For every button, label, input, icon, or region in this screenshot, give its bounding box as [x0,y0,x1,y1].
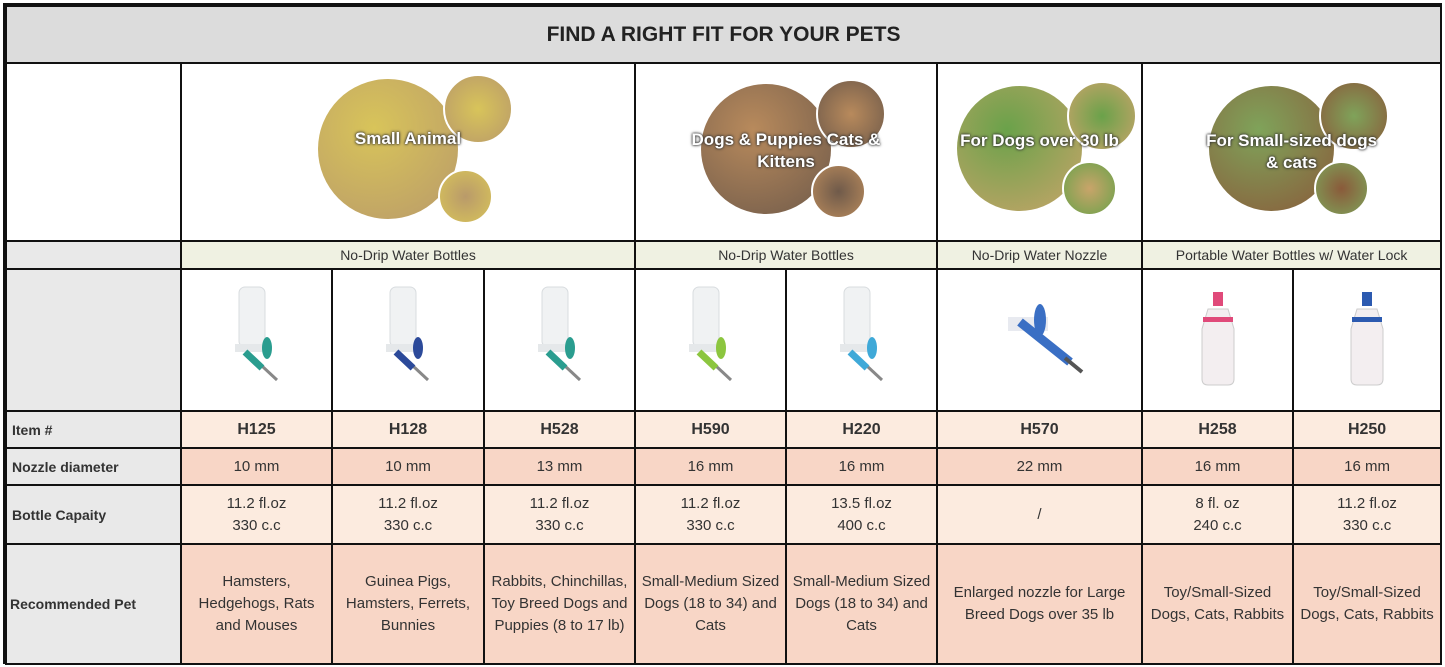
product-image-h250 [1291,268,1443,412]
product-image-h125 [180,268,333,412]
bottle-capacity: 8 fl. oz 240 c.c [1141,484,1294,545]
recommended-pet: Guinea Pigs, Hamsters, Ferrets, Bunnies [331,543,485,665]
hero-image-cell: Small Animal [180,62,636,242]
bottle-capacity: 11.2 fl.oz 330 c.c [1291,484,1443,545]
capacity-floz: 11.2 fl.oz [680,494,741,512]
nozzle-diameter: 10 mm [331,447,485,486]
bottle-icon [990,303,1090,386]
item-number: H590 [634,410,787,449]
category-header: No-Drip Water Nozzle [936,240,1143,270]
recommended-pet: Toy/Small-Sized Dogs, Cats, Rabbits [1291,543,1443,665]
hero-caption: Dogs & Puppies Cats & Kittens [691,130,881,171]
category-header: Portable Water Bottles w/ Water Lock [1140,240,1443,270]
pet-photo-small [1067,81,1137,151]
row-label-item: Item # [5,410,182,449]
pet-photo-small [443,73,513,144]
comparison-chart: FIND A RIGHT FIT FOR YOUR PETS Small Ani… [3,3,1443,665]
pet-photo-collage: Dogs & Puppies Cats & Kittens [692,78,886,219]
empty-cell [5,240,182,270]
pet-photo-small [811,163,866,219]
page-title: FIND A RIGHT FIT FOR YOUR PETS [4,5,1443,64]
bottle-icon [217,286,297,396]
capacity-cc: 330 c.c [535,516,584,534]
nozzle-diameter: 16 mm [785,447,938,486]
recommended-pet: Hamsters, Hedgehogs, Rats and Mouses [180,543,333,665]
nozzle-diameter: 13 mm [483,447,636,486]
nozzle-diameter: 10 mm [180,447,333,486]
product-image-h528 [483,268,636,412]
bottle-capacity: 11.2 fl.oz 330 c.c [180,484,333,545]
row-label-nozzle: Nozzle diameter [5,447,182,486]
pet-photo-small [1319,81,1390,151]
nozzle-diameter: 16 mm [1141,447,1294,486]
product-image-h258 [1141,268,1294,412]
empty-cell [5,62,182,242]
bottle-icon [520,286,600,396]
capacity-cc: 240 c.c [1193,516,1242,534]
hero-image-cell: Dogs & Puppies Cats & Kittens [634,62,938,242]
comparison-table: FIND A RIGHT FIT FOR YOUR PETS Small Ani… [4,5,1443,665]
capacity-floz: 11.2 fl.oz [378,494,438,512]
pet-photo-small [1062,161,1117,216]
pet-photo-small [438,168,493,224]
capacity-floz: 11.2 fl.oz [529,494,590,512]
item-number: H125 [180,410,333,449]
capacity-cc: 400 c.c [837,516,886,534]
item-number: H570 [936,410,1143,449]
pet-photo-collage: Small Animal [318,73,513,224]
capacity-cc: 330 c.c [383,516,433,534]
hero-image-cell: For Dogs over 30 lb [936,62,1143,242]
nozzle-diameter: 16 mm [634,447,787,486]
bottle-capacity: 13.5 fl.oz 400 c.c [785,484,938,545]
bottle-icon [1337,291,1397,391]
capacity-floz: 11.2 fl.oz [1337,494,1397,512]
capacity-cc: 330 c.c [232,516,281,534]
recommended-pet: Enlarged nozzle for Large Breed Dogs ove… [936,543,1143,665]
category-header: No-Drip Water Bottles [180,240,636,270]
recommended-pet: Toy/Small-Sized Dogs, Cats, Rabbits [1141,543,1294,665]
bottle-capacity: 11.2 fl.oz 330 c.c [483,484,636,545]
item-number: H250 [1291,410,1443,449]
product-image-h570 [936,268,1143,412]
pet-photo-collage: For Dogs over 30 lb [957,81,1137,216]
recommended-pet: Small-Medium Sized Dogs (18 to 34) and C… [785,543,938,665]
nozzle-diameter: 16 mm [1291,447,1443,486]
bottle-icon [671,286,751,396]
item-number: H258 [1141,410,1294,449]
bottle-icon [822,286,902,396]
capacity-floz: 13.5 fl.oz [831,494,892,512]
hero-image-cell: For Small-sized dogs & cats [1140,62,1443,242]
bottle-capacity: / [936,484,1143,545]
recommended-pet: Rabbits, Chinchillas, Toy Breed Dogs and… [483,543,636,665]
capacity-floz: 8 fl. oz [1195,494,1240,512]
capacity-floz: / [1037,505,1042,523]
pet-photo-small [816,78,886,149]
product-image-h220 [785,268,938,412]
product-image-h590 [634,268,787,412]
hero-caption: Small Animal [354,128,462,148]
capacity-cc: 330 c.c [686,516,735,534]
bottle-capacity: 11.2 fl.oz 330 c.c [634,484,787,545]
hero-caption: For Small-sized dogs & cats [1206,130,1378,172]
nozzle-diameter: 22 mm [936,447,1143,486]
item-number: H220 [785,410,938,449]
pet-photo-collage: For Small-sized dogs & cats [1206,81,1390,216]
empty-cell [5,268,182,412]
item-number: H128 [331,410,485,449]
bottle-icon [368,286,448,396]
row-label-capacity: Bottle Capaity [5,484,182,545]
bottle-capacity: 11.2 fl.oz 330 c.c [331,484,485,545]
capacity-cc: 330 c.c [1342,516,1392,534]
product-image-h128 [331,268,485,412]
pet-photo-small [1314,161,1370,216]
bottle-icon [1188,291,1248,391]
item-number: H528 [483,410,636,449]
category-header: No-Drip Water Bottles [634,240,938,270]
row-label-pet: Recommended Pet [5,543,182,665]
hero-caption: For Dogs over 30 lb [960,130,1119,150]
recommended-pet: Small-Medium Sized Dogs (18 to 34) and C… [634,543,787,665]
capacity-floz: 11.2 fl.oz [226,494,287,512]
